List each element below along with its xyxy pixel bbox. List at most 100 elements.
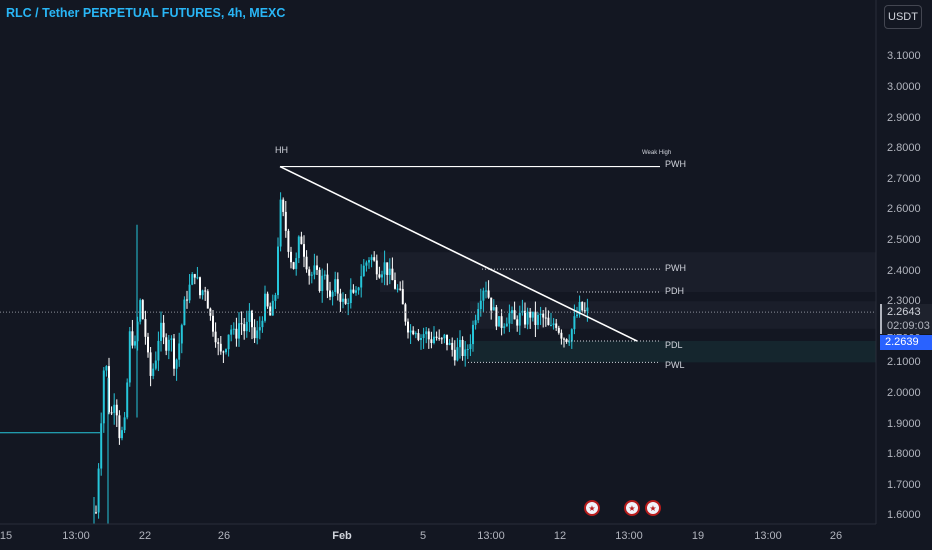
- candle-body: [227, 334, 230, 350]
- candle-body: [347, 303, 350, 305]
- candle-body: [157, 340, 160, 361]
- candle-body: [365, 262, 368, 266]
- candle-body: [360, 276, 363, 288]
- pdh-label: PDH: [665, 286, 685, 296]
- candle-body: [368, 260, 370, 263]
- price-tick-label: 1.8000: [887, 448, 921, 461]
- price-tick-label: 2.0000: [887, 387, 921, 399]
- last-price-badge: 2.2643 02:09:03: [880, 304, 932, 334]
- candle-body: [438, 337, 441, 339]
- time-tick-label: 13:00: [477, 530, 505, 542]
- candle-body: [459, 339, 461, 348]
- candle-body: [222, 351, 225, 353]
- candle-body: [316, 265, 318, 270]
- candle-body: [516, 319, 519, 326]
- candle-body: [178, 343, 181, 360]
- candle-body: [219, 343, 222, 352]
- time-tick-label: Feb: [332, 530, 352, 542]
- candle-body: [123, 417, 126, 431]
- candle-body: [474, 320, 477, 325]
- candle-body: [251, 310, 253, 328]
- candle-body: [287, 230, 290, 252]
- candle-body: [498, 316, 500, 327]
- candle-body: [303, 244, 305, 257]
- candle-body: [537, 314, 539, 325]
- candle-body: [238, 323, 240, 339]
- candle-body: [344, 298, 347, 304]
- candle-body: [433, 336, 435, 344]
- candle-body: [409, 330, 412, 333]
- candle-body: [386, 262, 389, 275]
- candle-body: [204, 290, 207, 292]
- hh-label: HH: [275, 145, 288, 155]
- level-lines: [0, 165, 876, 434]
- trendline[interactable]: [279, 165, 638, 342]
- candle-body: [446, 334, 448, 345]
- us-flag-event-icon[interactable]: ★: [624, 500, 640, 516]
- us-flag-event-icon[interactable]: ★: [645, 500, 661, 516]
- candle-body: [500, 316, 503, 328]
- pwh-label: PWH: [665, 263, 686, 273]
- candle-body: [144, 319, 147, 337]
- pwl-label: PWL: [665, 360, 685, 370]
- candle-body: [282, 199, 285, 212]
- currency-button[interactable]: USDT: [884, 5, 922, 29]
- candle-body: [524, 310, 526, 325]
- candle-body: [284, 211, 287, 231]
- candle-body: [414, 333, 417, 335]
- time-tick-label: 26: [829, 530, 843, 542]
- candle-body: [165, 337, 168, 351]
- candle-body: [100, 423, 103, 469]
- candle-body: [485, 290, 487, 292]
- candle-body: [552, 323, 555, 325]
- candle-body: [568, 341, 571, 343]
- candle-body: [173, 338, 175, 369]
- time-tick-label: 13:00: [62, 530, 90, 542]
- candle-body: [139, 300, 142, 322]
- time-tick-label: 19: [691, 530, 705, 542]
- candle-body: [141, 300, 144, 320]
- candle-body: [399, 288, 402, 290]
- candle-body: [188, 284, 191, 301]
- candle-body: [191, 274, 194, 285]
- candle-body: [383, 262, 386, 275]
- candle-body: [253, 327, 256, 339]
- candle-body: [513, 310, 516, 320]
- candle-body: [113, 404, 116, 413]
- candle-body: [451, 342, 454, 350]
- candle-body: [300, 236, 303, 245]
- candle-body: [355, 290, 357, 293]
- candle-countdown: 02:09:03: [887, 320, 930, 332]
- candle-body: [339, 293, 342, 302]
- candle-body: [482, 290, 485, 301]
- candle-body: [539, 313, 542, 315]
- candle-body: [196, 277, 199, 279]
- candle-body: [170, 338, 173, 340]
- candle-body: [115, 404, 118, 416]
- candle-body: [235, 328, 238, 339]
- candle-body: [329, 290, 331, 297]
- zone-box: [380, 252, 876, 293]
- liquidity-zones: [380, 252, 876, 363]
- candle-body: [565, 339, 568, 342]
- candle-body: [201, 290, 204, 296]
- candle-body: [443, 334, 446, 339]
- us-flag-event-icon[interactable]: ★: [584, 500, 600, 516]
- time-tick-label: 13:00: [615, 530, 643, 542]
- candle-body: [183, 299, 186, 326]
- candle-body: [118, 415, 121, 439]
- candle-body: [427, 331, 430, 340]
- candle-body: [404, 304, 407, 322]
- candle-body: [394, 280, 396, 289]
- candle-body: [175, 359, 178, 369]
- candle-body: [560, 332, 563, 339]
- candle-body: [230, 329, 233, 335]
- candle-body: [95, 512, 97, 514]
- candle-body: [292, 262, 295, 269]
- candle-body: [508, 313, 511, 324]
- candle-body: [370, 257, 373, 261]
- candle-body: [412, 330, 415, 335]
- candle-body: [121, 430, 123, 439]
- candle-body: [490, 297, 493, 311]
